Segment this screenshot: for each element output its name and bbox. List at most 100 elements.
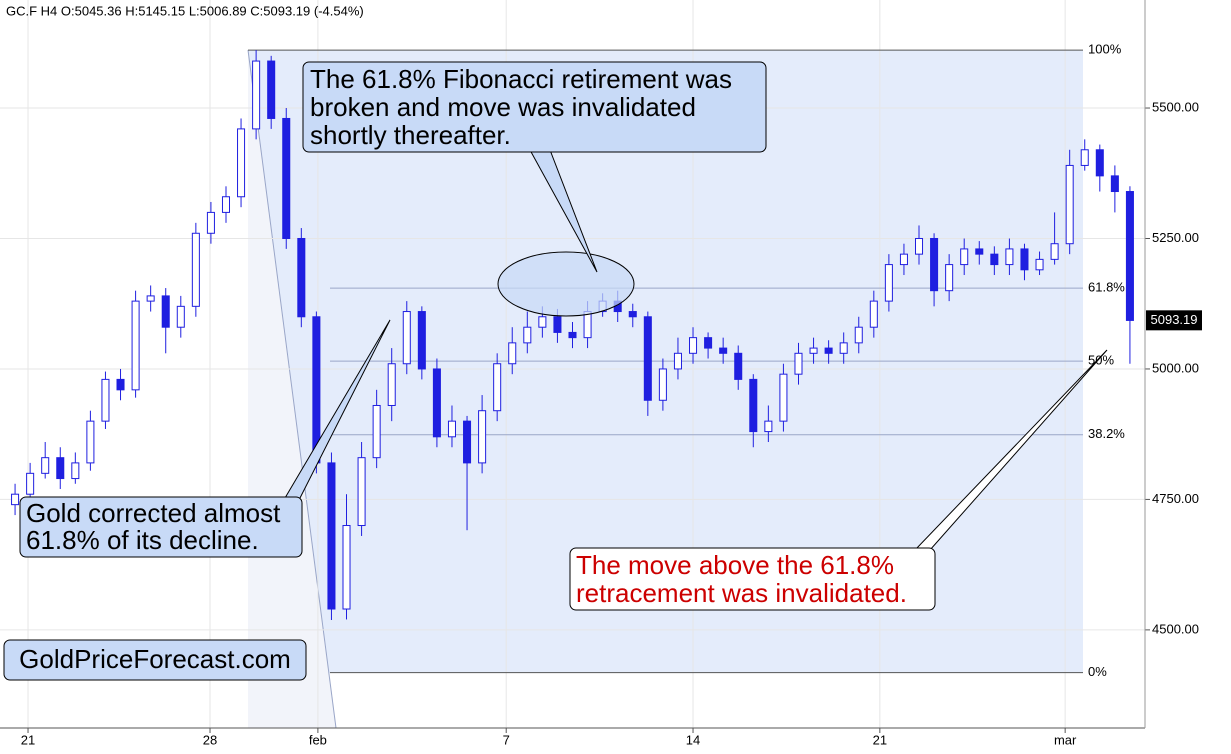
candle-body: [779, 373, 788, 422]
callout-box: [19, 496, 303, 558]
annotations: The 61.8% Fibonacci retirement wasbroken…: [26, 64, 907, 608]
candle-body: [1110, 175, 1119, 193]
candle-body: [975, 248, 984, 255]
fib-label: 0%: [1088, 664, 1107, 679]
x-tick-label: 28: [203, 732, 217, 747]
annotation: 61.8% of its decline.: [26, 525, 259, 555]
candle-body: [914, 237, 924, 255]
candle-body: [960, 248, 969, 266]
annotation: shortly thereafter.: [310, 120, 511, 150]
candle-body: [11, 493, 20, 506]
candle-body: [56, 457, 65, 480]
callout-box: [302, 61, 767, 153]
candle-body: [538, 316, 547, 328]
candle-body: [628, 311, 637, 318]
candle-body: [206, 211, 215, 234]
watermark: GoldPriceForecast.com: [19, 644, 291, 674]
candle-body: [839, 342, 848, 354]
x-tick-label: 21: [21, 732, 35, 747]
watermark-box: [3, 639, 307, 681]
x-tick-label: 7: [503, 732, 510, 747]
candle-body: [282, 117, 291, 239]
candle-body: [1125, 191, 1134, 321]
candle-body: [447, 420, 456, 438]
candle-body: [990, 253, 999, 266]
candle-body: [899, 253, 908, 266]
y-tick-label: 4750.00: [1152, 491, 1199, 506]
candle-body: [658, 368, 667, 401]
chart-title: GC.F H4 O:5045.36 H:5145.15 L:5006.89 C:…: [6, 3, 364, 18]
candle-body: [945, 264, 954, 292]
last-price-label: 5093.19: [1151, 312, 1198, 327]
highlight-ellipse: [497, 251, 635, 317]
y-tick-label: 4500.00: [1152, 621, 1199, 636]
candles: [11, 50, 1134, 620]
candle-body: [267, 60, 276, 119]
y-tick-label: 5000.00: [1152, 360, 1199, 375]
fib-label: 100%: [1088, 42, 1122, 57]
x-tick-label: feb: [309, 732, 327, 747]
candle-body: [432, 368, 441, 438]
candle-body: [252, 60, 261, 130]
candle-body: [508, 342, 517, 365]
candle-body: [417, 311, 426, 370]
x-tick-label: 14: [686, 732, 700, 747]
candle-body: [71, 462, 80, 480]
candle-body: [402, 311, 411, 365]
fib-label: 50%: [1088, 353, 1114, 368]
candle-body: [463, 420, 472, 464]
annotation: Gold corrected almost: [26, 498, 281, 528]
annotation: The move above the 61.8%: [576, 550, 894, 580]
candle-body: [1050, 243, 1059, 260]
candle-body: [237, 128, 246, 198]
candle-body: [26, 472, 35, 495]
candle-body: [146, 295, 155, 302]
candle-body: [809, 347, 818, 354]
y-tick-label: 5250.00: [1152, 230, 1199, 245]
candle-body: [131, 300, 140, 391]
candle-body: [1080, 149, 1089, 166]
candle-body: [884, 264, 893, 302]
candle-body: [357, 457, 366, 527]
candle-body: [372, 404, 381, 459]
candle-body: [41, 457, 50, 474]
candle-body: [221, 196, 231, 213]
fib-label: 38.2%: [1088, 426, 1125, 441]
candle-body: [869, 300, 878, 328]
candle-body: [1020, 248, 1029, 271]
candle-body: [116, 378, 125, 391]
candle-body: [1095, 149, 1104, 177]
candle-body: [794, 352, 803, 375]
trend-line: [247, 49, 337, 729]
candle-body: [824, 347, 833, 354]
fib-label: 61.8%: [1088, 280, 1125, 295]
candle-body: [764, 420, 773, 433]
fib-lines: [248, 49, 1083, 674]
candle-body: [478, 410, 487, 464]
callout-box: [569, 547, 936, 611]
candle-body: [568, 331, 577, 339]
candle-body: [930, 237, 939, 292]
last-price-tag: [1146, 310, 1202, 331]
candle-body: [553, 316, 562, 333]
candle-body: [719, 347, 728, 354]
candle-body: [1005, 248, 1014, 266]
candle-body: [327, 462, 336, 610]
annotation: The 61.8% Fibonacci retirement was: [310, 64, 732, 94]
candle-body: [734, 352, 743, 380]
annotation: retracement was invalidated.: [576, 578, 907, 608]
candle-body: [583, 311, 592, 339]
candle-body: [1065, 164, 1074, 245]
candle-body: [749, 378, 758, 433]
candle-body: [1035, 258, 1044, 271]
candle-body: [493, 363, 502, 412]
candle-body: [161, 295, 170, 328]
candle-body: [387, 363, 396, 406]
x-tick-label: 21: [873, 732, 887, 747]
candle-body: [191, 232, 200, 307]
candle-body: [704, 337, 713, 349]
candle-body: [854, 326, 863, 344]
candle-body: [523, 326, 532, 344]
